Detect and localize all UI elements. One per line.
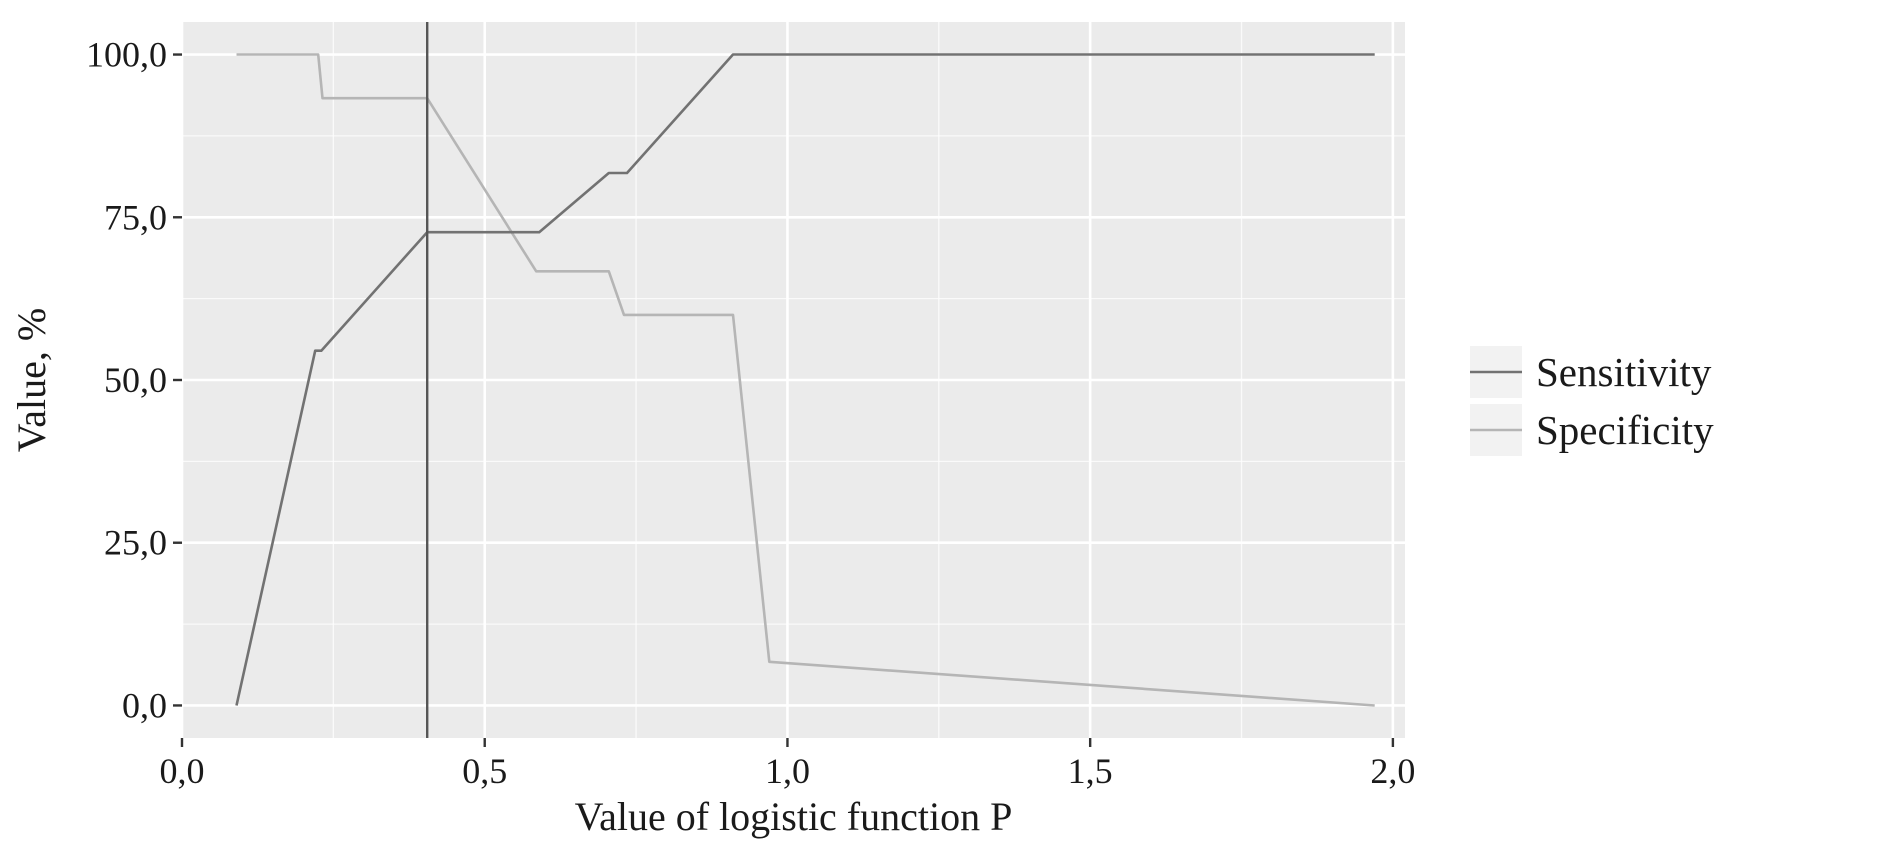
y-tick-label: 25,0 (104, 523, 167, 563)
series-line-sensitivity (235, 53, 1375, 706)
y-axis-title: Value, % (9, 308, 54, 452)
y-tick-label: 100,0 (86, 35, 167, 75)
series-line-specificity (236, 53, 1375, 707)
x-tick-label: 0,0 (160, 751, 205, 791)
y-tick-label: 75,0 (104, 197, 167, 237)
x-tick-label: 0,5 (462, 751, 507, 791)
x-tick-label: 1,5 (1068, 751, 1113, 791)
y-axis: 0,0 25,0 50,0 75,0 100,0 (86, 35, 182, 725)
series-layer (235, 53, 1375, 707)
y-tick-label: 50,0 (104, 360, 167, 400)
legend: Sensitivity Specificity (1470, 346, 1714, 456)
y-tick-label: 0,0 (122, 685, 167, 725)
x-tick-label: 1,0 (765, 751, 810, 791)
legend-label-specificity: Specificity (1536, 407, 1714, 453)
x-tick-label: 2,0 (1370, 751, 1415, 791)
legend-label-sensitivity: Sensitivity (1536, 349, 1712, 395)
x-axis-title: Value of logistic function P (575, 794, 1013, 839)
major-gridlines (180, 22, 1405, 738)
x-axis: 0,0 0,5 1,0 1,5 2,0 (160, 738, 1415, 791)
